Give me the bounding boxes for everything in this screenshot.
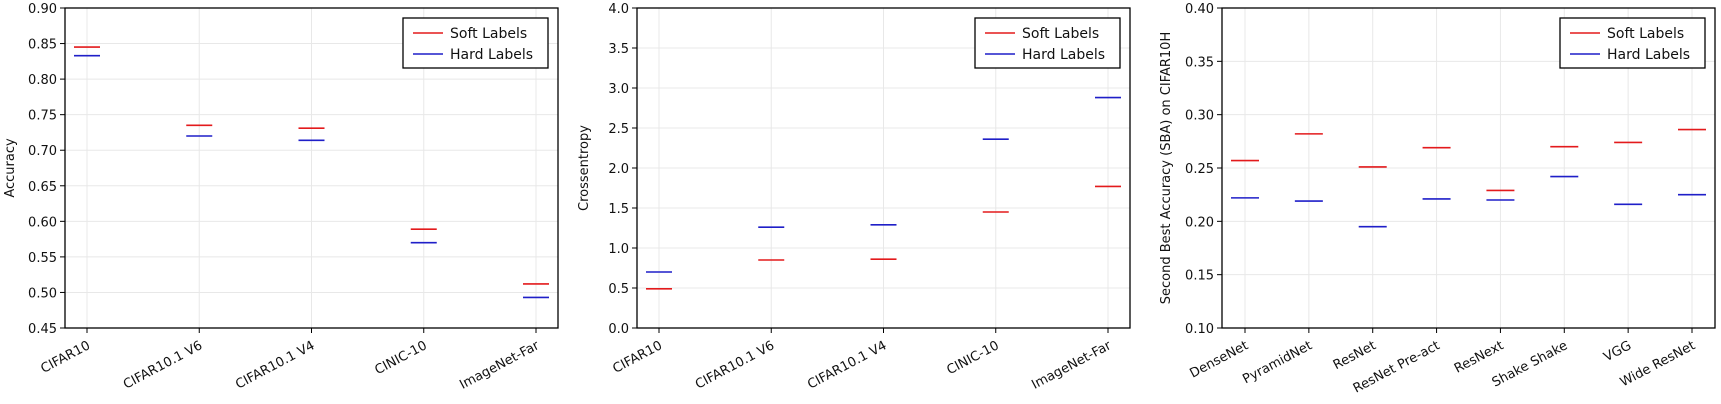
y-tick-label: 0.15 (1185, 269, 1214, 284)
legend-label: Soft Labels (450, 26, 527, 42)
y-axis-label: Accuracy (3, 138, 18, 198)
legend: Soft Labels Hard Labels (1559, 17, 1706, 69)
panel-3: 0.100.150.200.250.300.350.40DenseNetPyra… (1159, 2, 1716, 396)
y-tick-label: 0.45 (28, 322, 57, 337)
y-tick-label: 0.90 (28, 2, 57, 17)
legend-box (1559, 17, 1706, 69)
y-tick-label: 0.65 (28, 180, 57, 195)
legend: Soft Labels Hard Labels (402, 17, 549, 69)
legend-label: Hard Labels (1022, 47, 1105, 63)
x-tick-label: CIFAR10.1 V6 (121, 338, 205, 392)
y-tick-label: 0.20 (1185, 215, 1214, 230)
x-tick-label: CIFAR10 (38, 338, 92, 376)
y-tick-label: 0.80 (28, 73, 57, 88)
y-tick-label: 4.0 (608, 2, 629, 17)
y-tick-label: 3.5 (608, 42, 629, 57)
x-tick-label: CINIC-10 (944, 338, 1001, 378)
x-tick-label: CIFAR10 (610, 338, 664, 376)
y-tick-label: 0.25 (1185, 162, 1214, 177)
y-tick-label: 0.5 (608, 282, 629, 297)
y-tick-label: 1.0 (608, 242, 629, 257)
x-tick-label: CINIC-10 (372, 338, 429, 378)
plot-frame (1221, 7, 1716, 329)
x-tick-label: CIFAR10.1 V4 (805, 338, 889, 392)
y-tick-label: 0.55 (28, 251, 57, 266)
y-tick-label: 0.50 (28, 286, 57, 301)
y-tick-label: 0.35 (1185, 55, 1214, 70)
plot-frame (636, 7, 1131, 329)
y-tick-label: 3.0 (608, 82, 629, 97)
x-tick-label: ResNext (1452, 338, 1506, 376)
panel-1: 0.45 0.50 0.55 0.60 0.65 0.70 0.75 0.80 0.85 0.90… (3, 2, 559, 393)
x-tick-label: ImageNet-Far (457, 338, 542, 393)
panel-2: 0.0 0.5 1.0 1.5 2.0 2.5 3.0 3.5 4.0 CIFAR10 CIFAR1… (577, 2, 1131, 393)
y-tick-label: 0.40 (1185, 2, 1214, 17)
y-tick-label: 0.60 (28, 215, 57, 230)
y-tick-label: 2.0 (608, 162, 629, 177)
legend-label: Hard Labels (1607, 47, 1690, 63)
y-tick-label: 2.5 (608, 122, 629, 137)
legend: Soft Labels Hard Labels (974, 17, 1121, 69)
legend-box (402, 17, 549, 69)
y-tick-label: 0.30 (1185, 109, 1214, 124)
legend-label: Soft Labels (1607, 26, 1684, 42)
y-tick-label: 0.10 (1185, 322, 1214, 337)
legend-box (974, 17, 1121, 69)
legend-label: Hard Labels (450, 47, 533, 63)
y-tick-label: 0.0 (608, 322, 629, 337)
y-tick-label: 1.5 (608, 202, 629, 217)
legend-label: Soft Labels (1022, 26, 1099, 42)
y-tick-label: 0.85 (28, 38, 57, 53)
x-tick-label: CIFAR10.1 V4 (233, 338, 317, 392)
x-tick-label: CIFAR10.1 V6 (693, 338, 777, 392)
x-tick-label: VGG (1601, 338, 1634, 365)
y-tick-label: 0.70 (28, 144, 57, 159)
y-axis-label: Crossentropy (577, 125, 592, 211)
y-axis-label: Second Best Accuracy (SBA) on CIFAR10H (1159, 32, 1174, 304)
x-tick-label: ImageNet-Far (1029, 338, 1114, 393)
plot-frame (64, 7, 559, 329)
x-tick-label: ResNet (1331, 338, 1379, 373)
y-tick-label: 0.75 (28, 109, 57, 124)
x-tick-label: PyramidNet (1240, 338, 1314, 387)
